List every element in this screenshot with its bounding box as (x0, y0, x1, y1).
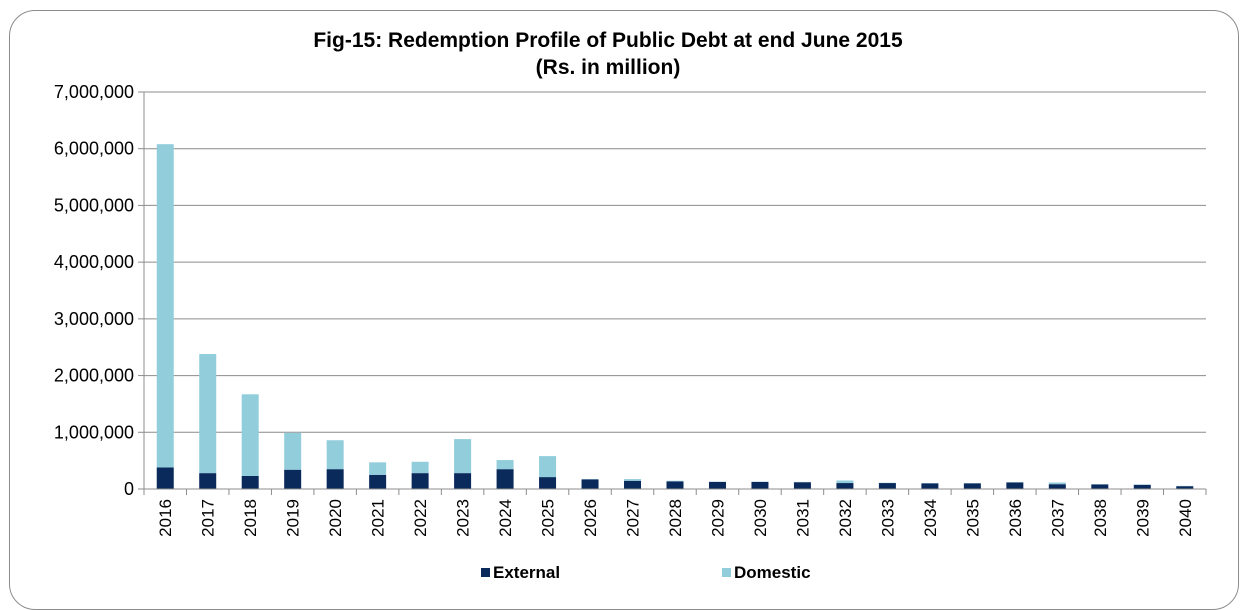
bar-external-2033 (879, 483, 896, 489)
chart-title: Fig-15: Redemption Profile of Public Deb… (313, 29, 903, 52)
legend: External Domestic (481, 563, 811, 582)
x-tick-label: 2032 (836, 499, 855, 537)
x-tick-label: 2039 (1133, 499, 1152, 537)
bar-external-2025 (539, 477, 556, 489)
bar-domestic-2017 (199, 354, 216, 473)
bar-domestic-2021 (369, 462, 386, 474)
legend-swatch-domestic (722, 568, 731, 577)
x-tick-label: 2019 (284, 499, 303, 537)
gridlines (144, 92, 1206, 432)
legend-swatch-external (481, 568, 490, 577)
x-tick-label: 2033 (878, 499, 897, 537)
bar-external-2034 (921, 483, 938, 489)
x-tick-label: 2018 (241, 499, 260, 537)
bar-external-2026 (582, 479, 599, 489)
bars (157, 144, 1194, 489)
x-tick-label: 2025 (539, 499, 558, 537)
bar-domestic-2019 (284, 433, 301, 470)
x-tick-label: 2028 (666, 499, 685, 537)
bar-external-2023 (454, 473, 471, 489)
x-tick-label: 2034 (921, 499, 940, 537)
x-tick-label: 2036 (1006, 499, 1025, 537)
y-tick-label: 6,000,000 (54, 139, 134, 159)
bar-domestic-2028 (667, 481, 684, 482)
y-tick-label: 4,000,000 (54, 252, 134, 272)
x-tick-label: 2030 (751, 499, 770, 537)
x-tick-label: 2040 (1176, 499, 1195, 537)
chart-subtitle: (Rs. in million) (536, 56, 681, 79)
bar-external-2022 (412, 473, 429, 489)
bar-domestic-2023 (454, 439, 471, 473)
x-tick-label: 2017 (199, 499, 218, 537)
bar-external-2024 (497, 469, 514, 489)
x-tick-label: 2031 (793, 499, 812, 537)
x-tick-label: 2029 (708, 499, 727, 537)
bar-external-2032 (836, 483, 853, 489)
y-tick-label: 3,000,000 (54, 309, 134, 329)
bar-domestic-2027 (624, 479, 641, 481)
axes (144, 92, 1206, 489)
bar-external-2021 (369, 475, 386, 489)
bar-external-2017 (199, 473, 216, 489)
chart: Fig-15: Redemption Profile of Public Deb… (0, 0, 1241, 591)
x-tick-label: 2037 (1048, 499, 1067, 537)
y-tick-label: 2,000,000 (54, 366, 134, 386)
bar-domestic-2037 (1049, 482, 1066, 484)
bar-external-2030 (751, 482, 768, 489)
x-tick-label: 2035 (963, 499, 982, 537)
bar-external-2018 (242, 476, 259, 489)
bar-external-2020 (327, 469, 344, 489)
bar-domestic-2018 (242, 394, 259, 476)
bar-external-2039 (1134, 485, 1151, 489)
bar-domestic-2025 (539, 456, 556, 477)
y-tick-label: 7,000,000 (54, 82, 134, 102)
legend-label-external: External (493, 563, 560, 582)
x-tick-label: 2022 (411, 499, 430, 537)
bar-domestic-2022 (412, 462, 429, 473)
x-tick-label: 2020 (326, 499, 345, 537)
x-tick-label: 2021 (369, 499, 388, 537)
bar-external-2037 (1049, 484, 1066, 489)
legend-label-domestic: Domestic (734, 563, 811, 582)
y-tick-label: 1,000,000 (54, 422, 134, 442)
bar-domestic-2016 (157, 144, 174, 467)
bar-domestic-2020 (327, 440, 344, 469)
y-tick-label: 0 (124, 479, 134, 499)
bar-external-2029 (709, 482, 726, 489)
bar-external-2035 (964, 483, 981, 489)
bar-external-2019 (284, 470, 301, 489)
bar-external-2028 (667, 481, 684, 489)
bar-external-2038 (1091, 484, 1108, 489)
bar-domestic-2024 (497, 460, 514, 469)
bar-domestic-2032 (836, 480, 853, 483)
x-tick-label: 2016 (156, 499, 175, 537)
x-tick-label: 2023 (454, 499, 473, 537)
bar-external-2016 (157, 467, 174, 489)
bar-external-2031 (794, 482, 811, 489)
y-axis-ticks: 0 1,000,000 2,000,000 3,000,000 4,000,000 5,0… (54, 82, 144, 499)
x-axis-ticks: 2016 2017 2018 2019 2020 2021 2022 2023 2024 2025… (144, 489, 1206, 537)
bar-external-2036 (1006, 482, 1023, 489)
x-tick-label: 2026 (581, 499, 600, 537)
x-tick-label: 2027 (624, 499, 643, 537)
bar-external-2027 (624, 481, 641, 489)
y-tick-label: 5,000,000 (54, 195, 134, 215)
x-tick-label: 2024 (496, 499, 515, 537)
x-tick-label: 2038 (1091, 499, 1110, 537)
